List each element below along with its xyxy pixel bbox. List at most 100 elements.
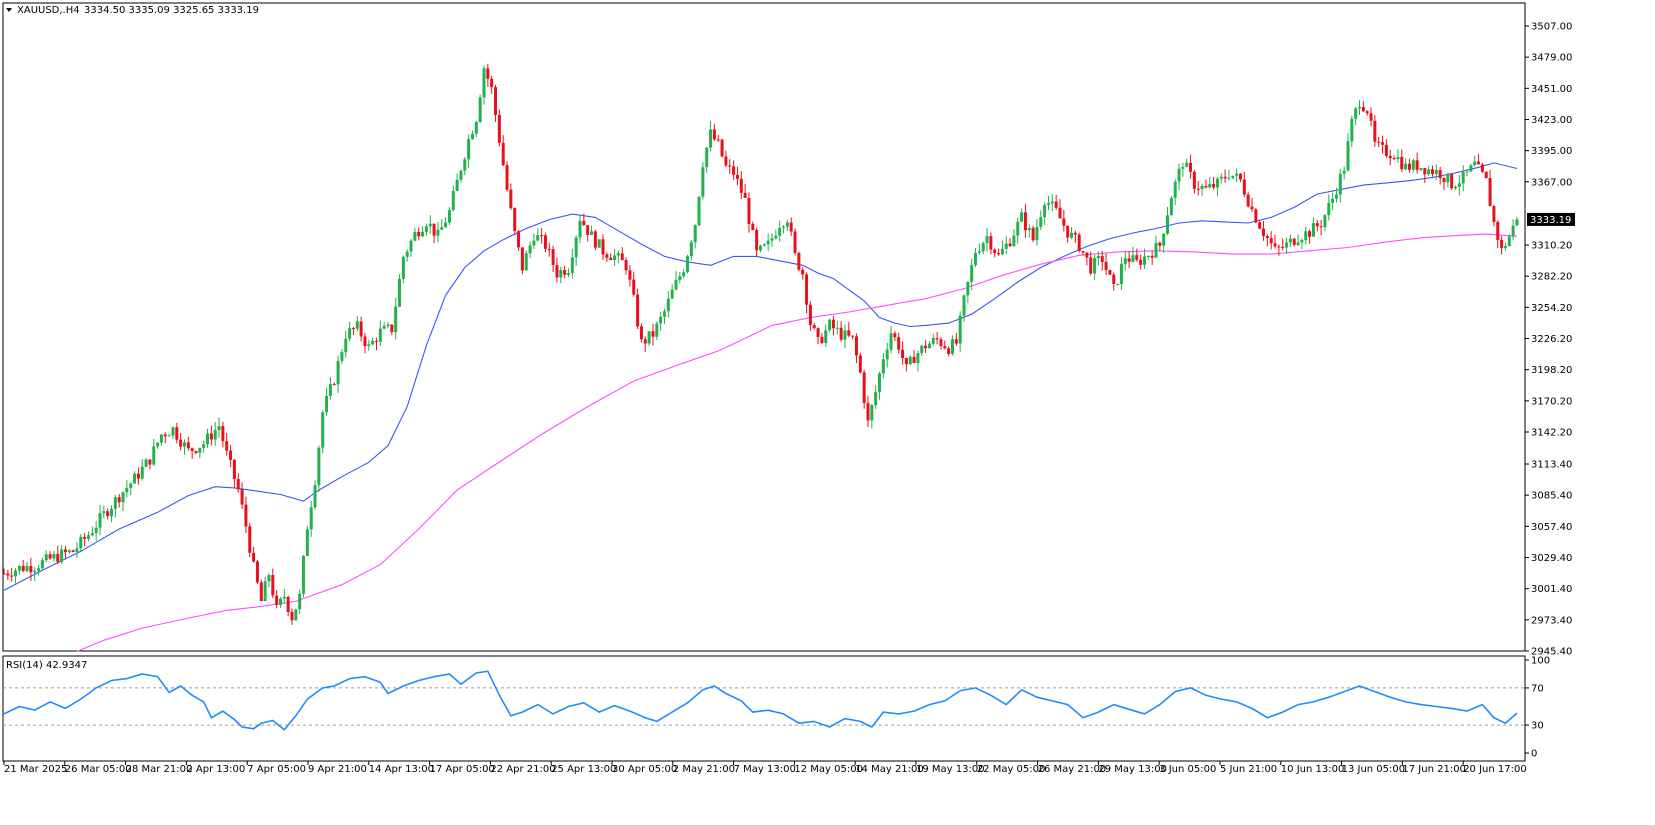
candle-body xyxy=(171,427,175,436)
candle-body xyxy=(1365,111,1369,114)
candle-body xyxy=(885,349,889,360)
candle-body xyxy=(1277,246,1281,248)
candle-body xyxy=(1288,238,1292,243)
x-tick-label: 19 May 13:00 xyxy=(916,764,985,775)
candle-body xyxy=(1242,179,1246,195)
candle-body xyxy=(355,321,359,329)
candle-body xyxy=(835,327,839,329)
candle-body xyxy=(290,611,294,621)
candle-body xyxy=(332,383,336,385)
candle-body xyxy=(359,321,363,337)
candle-body xyxy=(482,68,486,98)
candle-body xyxy=(1112,274,1116,284)
candle-body xyxy=(1396,156,1400,160)
candle-body xyxy=(1404,163,1408,170)
candle-body xyxy=(186,442,190,449)
candle-body xyxy=(33,570,37,573)
candle-body xyxy=(566,272,570,275)
candle-body xyxy=(824,330,828,343)
candle-body xyxy=(540,235,544,237)
candle-body xyxy=(494,87,498,115)
x-tick-label: 29 May 13:00 xyxy=(1098,764,1167,775)
candle-body xyxy=(1262,228,1266,237)
candle-body xyxy=(647,331,651,344)
candle-body xyxy=(1031,227,1035,241)
candle-body xyxy=(670,289,674,299)
candle-body xyxy=(720,139,724,157)
candle-body xyxy=(878,373,882,393)
candle-body xyxy=(1407,163,1411,170)
candle-body xyxy=(709,129,713,148)
candle-body xyxy=(1016,221,1020,236)
x-tick-label: 30 Apr 05:00 xyxy=(612,764,677,775)
candle-body xyxy=(213,429,217,440)
y-tick-label: 3085.40 xyxy=(1531,491,1572,502)
candle-body xyxy=(1415,160,1419,170)
x-tick-label: 17 Jun 21:00 xyxy=(1402,764,1466,775)
candle-body xyxy=(1308,231,1312,237)
candle-body xyxy=(428,223,432,227)
candle-body xyxy=(382,326,386,329)
candle-body xyxy=(1200,186,1204,190)
candle-body xyxy=(705,147,709,168)
candle-body xyxy=(236,479,240,490)
candle-body xyxy=(908,356,912,365)
candle-body xyxy=(989,236,993,250)
candle-body xyxy=(1500,239,1504,249)
candle-body xyxy=(1127,258,1131,262)
candle-body xyxy=(1484,171,1488,179)
candle-body xyxy=(758,245,762,251)
candle-body xyxy=(866,403,870,421)
candle-body xyxy=(985,236,989,244)
candle-body xyxy=(1181,167,1185,169)
candle-body xyxy=(501,142,505,166)
candle-body xyxy=(524,253,528,271)
candle-body xyxy=(966,281,970,296)
candle-body xyxy=(1039,217,1043,227)
candle-body xyxy=(724,156,728,166)
candle-body xyxy=(1507,236,1511,247)
candle-body xyxy=(1123,258,1127,264)
candle-body xyxy=(10,575,14,577)
candle-body xyxy=(167,435,171,437)
x-tick-label: 12 May 05:00 xyxy=(794,764,863,775)
candle-body xyxy=(881,359,885,374)
candle-body xyxy=(40,560,44,569)
candle-body xyxy=(1354,108,1358,119)
candle-body xyxy=(1400,156,1404,170)
candle-body xyxy=(29,566,33,573)
candle-body xyxy=(1281,246,1285,248)
candle-body xyxy=(797,252,801,270)
candle-body xyxy=(351,328,355,330)
candle-body xyxy=(267,575,271,582)
candle-body xyxy=(2,573,6,575)
candle-body xyxy=(1139,259,1143,265)
candle-body xyxy=(1496,221,1500,240)
candle-body xyxy=(1369,113,1373,121)
y-tick-label: 3029.40 xyxy=(1531,553,1572,564)
candle-body xyxy=(1250,206,1254,210)
candle-body xyxy=(1142,256,1146,265)
candle-body xyxy=(125,487,129,493)
candle-body xyxy=(52,553,56,559)
price-badge: 3333.19 xyxy=(1530,215,1571,226)
candle-body xyxy=(1104,261,1108,270)
candle-body xyxy=(1488,178,1492,207)
candle-body xyxy=(624,260,628,271)
candle-body xyxy=(1300,240,1304,243)
candle-body xyxy=(674,279,678,290)
candle-body xyxy=(678,276,682,280)
chart-menu-triangle-icon[interactable] xyxy=(6,8,12,12)
candle-body xyxy=(1285,242,1289,248)
candle-body xyxy=(405,251,409,257)
candle-body xyxy=(1162,233,1166,246)
candle-body xyxy=(1323,215,1327,228)
candle-body xyxy=(121,492,125,503)
candle-body xyxy=(140,466,144,479)
candle-body xyxy=(409,240,413,252)
candle-body xyxy=(336,360,340,385)
candle-body xyxy=(689,242,693,257)
y-tick-label: 3001.40 xyxy=(1531,584,1572,595)
